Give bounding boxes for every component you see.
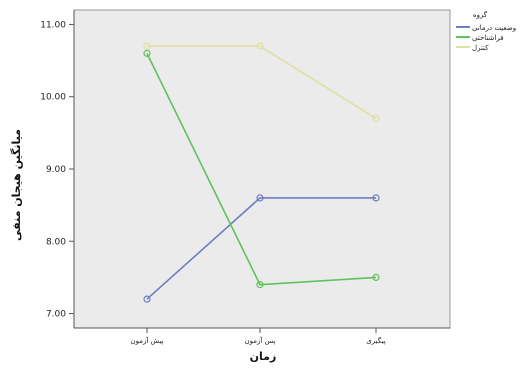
y-tick-label: 11.00 [40, 20, 66, 30]
legend-entry: کنترل [472, 44, 489, 52]
legend-title: گروه [473, 10, 488, 19]
plot-area [73, 9, 451, 329]
series-layer [143, 42, 380, 303]
series-line [146, 197, 376, 300]
data-point [256, 194, 264, 202]
y-axis-title: میانگین هیجان منفی [10, 129, 23, 241]
x-tick-label: پس آزمون [245, 336, 276, 345]
legend: گروه وضعیت درمانی فراشناختی کنترل [456, 10, 516, 52]
x-axis-title: زمان [250, 350, 277, 363]
x-tick-label: پیگیری [366, 336, 385, 345]
x-ticks: پیش آزمون پس آزمون پیگیری [130, 328, 386, 345]
y-tick-label: 10.00 [40, 93, 66, 103]
y-tick-label: 9.00 [46, 165, 66, 175]
data-point [372, 194, 380, 202]
y-ticks: 7.00 8.00 9.00 10.00 11.00 [40, 20, 74, 320]
legend-entry: فراشناختی [472, 34, 504, 42]
data-point [143, 42, 151, 50]
data-point [256, 281, 264, 289]
x-tick-label: پیش آزمون [130, 336, 163, 345]
y-tick-label: 7.00 [46, 310, 66, 320]
legend-entry: وضعیت درمانی [472, 24, 516, 32]
data-point [256, 42, 264, 50]
data-point [372, 273, 380, 282]
y-tick-label: 8.00 [46, 237, 66, 247]
data-point [143, 49, 151, 57]
data-point [143, 295, 151, 303]
series-line [147, 45, 377, 120]
data-point [372, 114, 380, 123]
series-line [146, 53, 377, 286]
